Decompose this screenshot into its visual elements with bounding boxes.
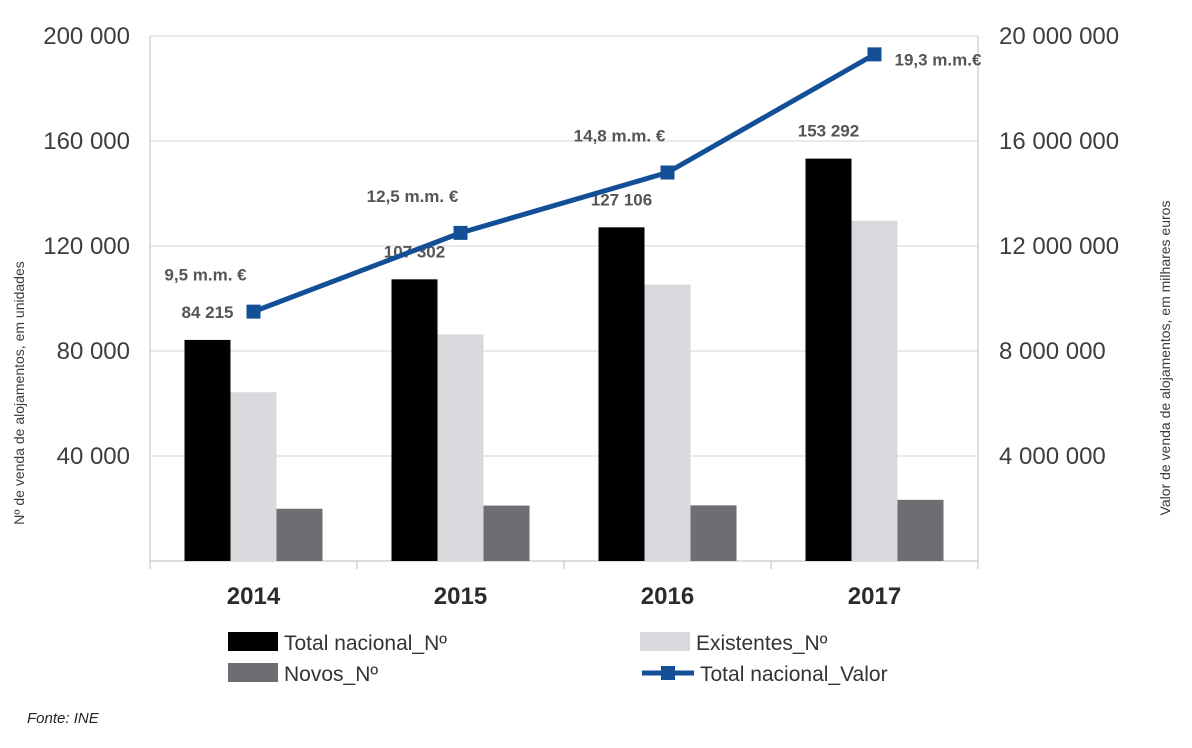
bar-2017-0: [805, 158, 852, 561]
line-marker-2017: [867, 47, 882, 62]
bar-data-label: 153 292: [798, 122, 859, 141]
line-data-label: 12,5 m.m. €: [367, 187, 459, 206]
bar-2015-0: [391, 279, 438, 561]
bar-2017-2: [897, 499, 944, 561]
line-marker-2014: [246, 304, 261, 319]
bar-2015-2: [483, 505, 530, 561]
x-tick-label: 2016: [641, 583, 694, 610]
y-axis-left-title: Nº de venda de alojamentos, em unidades: [11, 261, 27, 525]
line-data-label: 9,5 m.m. €: [164, 266, 247, 285]
y-right-tick-label: 16 000 000: [999, 128, 1119, 155]
line-data-label: 19,3 m.m.€: [895, 50, 982, 69]
x-tick-label: 2017: [848, 583, 901, 610]
line-total-valor: [252, 52, 876, 314]
y-right-tick-label: 8 000 000: [999, 338, 1106, 365]
legend-label: Total nacional_Valor: [700, 663, 888, 686]
legend-label: Novos_Nº: [284, 663, 378, 686]
bar-2014-2: [276, 508, 323, 561]
y-left-tick-label: 200 000: [43, 23, 130, 50]
bar-2016-0: [598, 227, 645, 562]
x-tick-label: 2015: [434, 583, 487, 610]
legend-swatch-0: [228, 632, 278, 651]
line-marker-2016: [660, 165, 675, 180]
line-data-label: 14,8 m.m. €: [574, 127, 666, 146]
y-right-tick-label: 12 000 000: [999, 233, 1119, 260]
legend-label: Total nacional_Nº: [284, 632, 447, 655]
y-left-tick-label: 160 000: [43, 128, 130, 155]
bar-2016-2: [690, 505, 737, 561]
bar-2014-1: [230, 392, 277, 561]
bar-data-label: 127 106: [591, 190, 652, 209]
y-left-tick-label: 40 000: [57, 443, 130, 470]
bar-2014-0: [184, 339, 231, 561]
bar-data-label: 84 215: [182, 303, 234, 322]
y-left-tick-label: 80 000: [57, 338, 130, 365]
source-note: Fonte: INE: [27, 710, 99, 727]
legend-label: Existentes_Nº: [696, 632, 828, 655]
bar-2015-1: [437, 334, 484, 561]
bar-2017-1: [851, 220, 898, 562]
legend-swatch-1: [640, 632, 690, 651]
x-tick-label: 2014: [227, 583, 281, 610]
y-axis-right-title: Valor de venda de alojamentos, em milhar…: [1157, 201, 1173, 516]
y-right-tick-label: 4 000 000: [999, 443, 1106, 470]
y-right-tick-label: 20 000 000: [999, 23, 1119, 50]
bar-2016-1: [644, 284, 691, 561]
line-marker-2015: [453, 225, 468, 240]
y-left-tick-label: 120 000: [43, 233, 130, 260]
legend-marker-3: [661, 666, 675, 680]
legend-swatch-2: [228, 663, 278, 682]
